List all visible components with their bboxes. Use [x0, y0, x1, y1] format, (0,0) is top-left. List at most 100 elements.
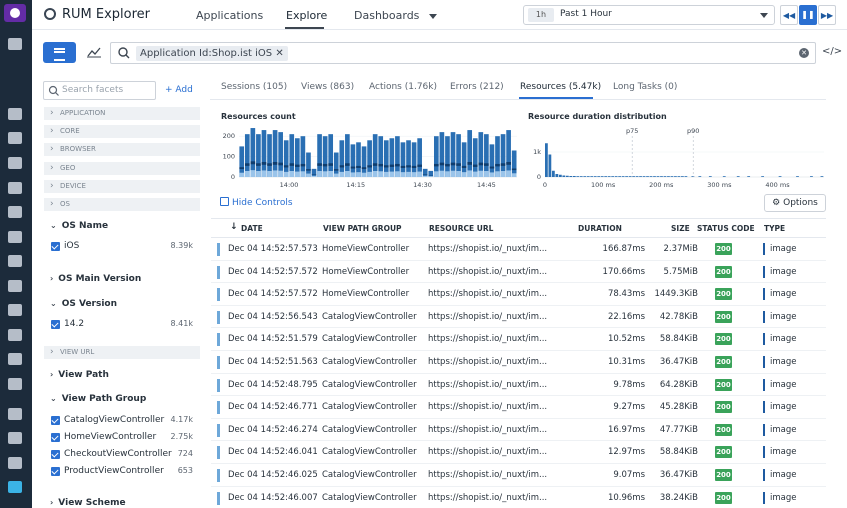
help-icon[interactable]	[8, 432, 22, 444]
cell-duration: 78.43ms	[607, 289, 645, 300]
facet-os-version[interactable]: ⌄ OS Version	[50, 299, 117, 309]
checkbox-checked-icon[interactable]	[51, 467, 60, 476]
col-resource-url[interactable]: RESOURCE URL	[429, 224, 494, 233]
user-avatar-icon[interactable]	[8, 481, 22, 493]
bar	[311, 168, 317, 177]
table-row[interactable]: Dec 04 14:52:51.563 CatalogViewController…	[211, 351, 826, 374]
table-row[interactable]: Dec 04 14:52:46.041 CatalogViewController…	[211, 441, 826, 464]
facet-category-browser[interactable]: BROWSER	[44, 143, 200, 156]
facet-item-home[interactable]: HomeViewController 2.75k	[51, 432, 201, 444]
tab-actions[interactable]: Actions (1.76k)	[369, 82, 438, 92]
facet-view-path[interactable]: › View Path	[50, 370, 109, 380]
bar	[267, 134, 272, 177]
facet-category-device[interactable]: DEVICE	[44, 180, 200, 193]
watchdog-icon[interactable]	[8, 108, 22, 120]
team-icon[interactable]	[8, 457, 22, 469]
remove-pill-icon[interactable]: ✕	[275, 48, 284, 59]
logs-icon[interactable]	[8, 329, 22, 341]
bar	[322, 136, 328, 177]
nav-dashboards[interactable]: Dashboards	[354, 9, 437, 22]
checkbox-checked-icon[interactable]	[51, 433, 60, 442]
facet-os-main-version[interactable]: › OS Main Version	[50, 274, 141, 284]
notebooks-icon[interactable]	[8, 304, 22, 316]
bar	[747, 176, 751, 177]
col-type[interactable]: TYPE	[764, 224, 786, 233]
bar-segment	[506, 161, 511, 165]
table-row[interactable]: Dec 04 14:52:57.572 HomeViewController htt…	[211, 283, 826, 306]
facet-category-os[interactable]: OS	[44, 198, 200, 211]
facet-view-scheme[interactable]: › View Scheme	[50, 498, 126, 508]
events-icon[interactable]	[8, 132, 22, 144]
table-row[interactable]: Dec 04 14:52:46.007 CatalogViewController…	[211, 487, 826, 508]
col-view-path-group[interactable]: VIEW PATH GROUP	[323, 224, 402, 233]
facet-item-ios[interactable]: iOS 8.39k	[51, 241, 201, 253]
cell-type: image	[770, 244, 797, 254]
chat-icon[interactable]	[8, 408, 22, 420]
table-row[interactable]: Dec 04 14:52:51.579 CatalogViewController…	[211, 328, 826, 351]
facet-category-application[interactable]: APPLICATION	[44, 107, 200, 120]
sort-arrow-icon[interactable]: ↓	[230, 222, 238, 232]
apm-icon[interactable]	[8, 280, 22, 292]
search-query-bar[interactable]: Application Id:Shop.ist iOS ✕ ✕	[110, 42, 816, 64]
options-button[interactable]: ⚙ Options	[764, 194, 826, 212]
facet-category-view-url[interactable]: VIEW URL	[44, 346, 200, 359]
table-row[interactable]: Dec 04 14:52:56.543 CatalogViewController…	[211, 306, 826, 329]
query-pill[interactable]: Application Id:Shop.ist iOS ✕	[136, 46, 288, 61]
checkbox-checked-icon[interactable]	[51, 416, 60, 425]
facet-search-input[interactable]: Search facets	[43, 81, 156, 100]
infrastructure-icon[interactable]	[8, 182, 22, 194]
facet-item-14-2[interactable]: 14.2 8.41k	[51, 319, 201, 331]
y-tick-label: 200	[223, 132, 235, 140]
table-row[interactable]: Dec 04 14:52:57.573 HomeViewController htt…	[211, 238, 826, 261]
nav-applications[interactable]: Applications	[196, 9, 264, 22]
facet-item-catalog[interactable]: CatalogViewController 4.17k	[51, 415, 201, 427]
bar-segment	[250, 161, 256, 165]
tab-long-tasks[interactable]: Long Tasks (0)	[613, 82, 678, 92]
facet-category-geo[interactable]: GEO	[44, 162, 200, 175]
col-duration[interactable]: DURATION	[578, 224, 622, 233]
facet-category-core[interactable]: CORE	[44, 125, 200, 138]
code-view-icon[interactable]: </>	[822, 46, 843, 57]
list-view-button[interactable]	[43, 42, 76, 63]
facet-item-checkout[interactable]: CheckoutViewController 724	[51, 449, 201, 461]
bar-segment	[378, 171, 384, 177]
hide-controls-button[interactable]: Hide Controls	[220, 197, 293, 208]
forward-button[interactable]: ▶▶	[818, 5, 836, 25]
table-row[interactable]: Dec 04 14:52:46.274 CatalogViewController…	[211, 419, 826, 442]
checkbox-checked-icon[interactable]	[51, 242, 60, 251]
integrations-icon[interactable]	[8, 255, 22, 267]
security-icon[interactable]	[8, 353, 22, 365]
facet-view-path-group[interactable]: ⌄ View Path Group	[50, 394, 146, 404]
bar	[456, 134, 461, 177]
search-icon[interactable]	[8, 38, 22, 50]
bar-segment	[411, 165, 417, 168]
add-facet-button[interactable]: + Add	[165, 85, 193, 95]
table-row[interactable]: Dec 04 14:52:46.771 CatalogViewController…	[211, 396, 826, 419]
tab-errors[interactable]: Errors (212)	[450, 82, 504, 92]
nav-explore[interactable]: Explore	[286, 9, 328, 22]
clear-search-icon[interactable]: ✕	[799, 48, 809, 58]
col-size[interactable]: SIZE	[671, 224, 690, 233]
facet-item-product[interactable]: ProductViewController 653	[51, 466, 201, 478]
table-row[interactable]: Dec 04 14:52:48.795 CatalogViewController…	[211, 374, 826, 397]
rewind-button[interactable]: ◀◀	[780, 5, 798, 25]
tab-views[interactable]: Views (863)	[301, 82, 355, 92]
monitors-icon[interactable]	[8, 206, 22, 218]
checkbox-checked-icon[interactable]	[51, 450, 60, 459]
dashboards-icon[interactable]	[8, 157, 22, 169]
time-range-selector[interactable]: 1h Past 1 Hour	[523, 5, 775, 25]
checkbox-checked-icon[interactable]	[51, 320, 60, 329]
tab-resources[interactable]: Resources (5.47k)	[520, 82, 602, 92]
table-row[interactable]: Dec 04 14:52:57.572 HomeViewController htt…	[211, 261, 826, 284]
pause-button[interactable]: ❚❚	[799, 5, 817, 25]
ux-monitoring-icon[interactable]	[8, 378, 22, 390]
bar	[600, 176, 604, 177]
table-row[interactable]: Dec 04 14:52:46.025 CatalogViewController…	[211, 464, 826, 487]
tab-sessions[interactable]: Sessions (105)	[221, 82, 288, 92]
timeseries-view-button[interactable]	[82, 42, 106, 63]
col-date[interactable]: DATE	[241, 224, 263, 233]
metrics-icon[interactable]	[8, 231, 22, 243]
facet-os-name[interactable]: ⌄ OS Name	[50, 221, 108, 231]
col-status-code[interactable]: STATUS CODE	[697, 224, 755, 233]
datadog-logo-icon[interactable]	[4, 4, 26, 22]
